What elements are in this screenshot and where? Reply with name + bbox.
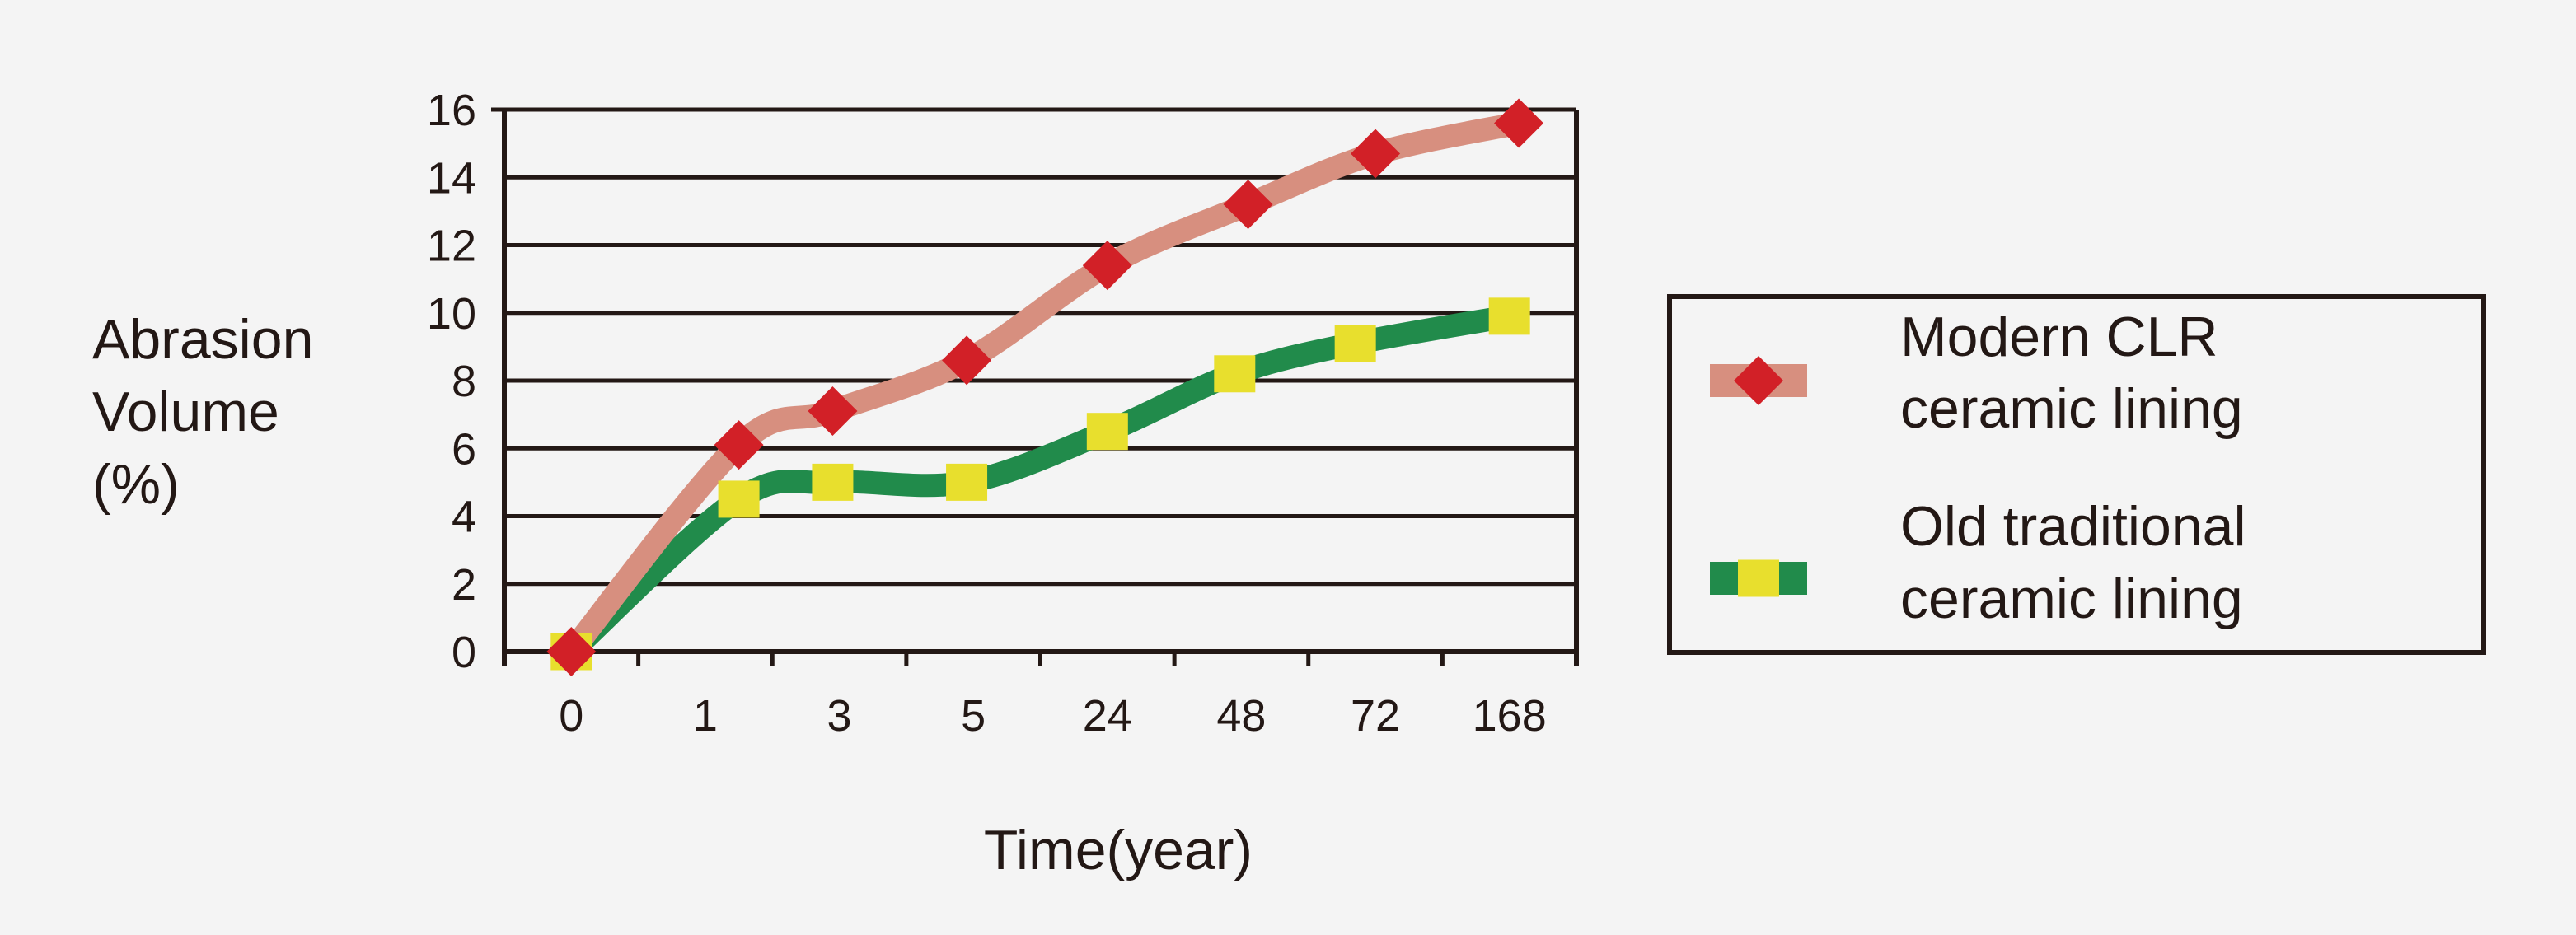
square-marker [812,463,854,501]
legend-label: ceramic lining [1900,568,2243,630]
legend-label: Modern CLR [1900,306,2218,368]
y-tick-label: 0 [452,628,476,677]
x-tick-label: 24 [1083,691,1132,741]
y-tick-label: 16 [427,86,476,135]
x-tick-label: 48 [1216,691,1266,741]
legend-box [1667,294,2486,655]
diamond-marker [1494,98,1544,148]
y-tick-label: 12 [427,222,476,271]
x-tick-label: 1 [693,691,718,741]
diamond-marker [942,335,992,386]
y-tick-label: 10 [427,289,476,339]
legend-label: ceramic lining [1900,377,2243,440]
diamond-marker [808,386,858,437]
square-marker [1738,559,1779,597]
y-tick-label: 14 [427,153,476,203]
diamond-marker [546,627,597,676]
y-tick-label: 2 [452,560,476,610]
series-line [560,111,1531,663]
x-tick-label: 168 [1473,691,1547,741]
diamond-marker [1223,180,1273,230]
x-tick-label: 3 [827,691,852,741]
x-tick-label: 5 [961,691,986,741]
legend: Modern CLR ceramic lining Old traditional c… [1667,294,2486,655]
square-marker [946,463,988,501]
series-markers [546,98,1544,676]
diamond-marker [1351,129,1401,179]
y-tick-label: 8 [452,357,476,406]
y-tick-label: 6 [452,424,476,474]
x-tick-label: 0 [559,691,583,741]
y-tick-label: 4 [452,493,476,542]
square-marker [1334,325,1376,362]
y-axis-label-line-2: Volume [92,381,279,443]
y-axis-label-line-1: Abrasion [92,308,313,371]
diamond-marker [714,420,764,470]
square-marker [1488,297,1530,335]
y-axis-label-line-3: (%) [92,453,180,516]
diamond-marker [1734,356,1783,405]
series-lines [560,111,1531,663]
x-tick-label: 72 [1351,691,1400,741]
square-marker [718,480,760,518]
legend-items: Modern CLR ceramic lining Old traditional c… [1710,306,2246,630]
x-axis-label: Time(year) [984,819,1253,881]
legend-label: Old traditional [1900,495,2246,558]
diamond-marker [1082,241,1132,291]
square-marker [1086,413,1128,451]
square-marker [1214,355,1256,393]
